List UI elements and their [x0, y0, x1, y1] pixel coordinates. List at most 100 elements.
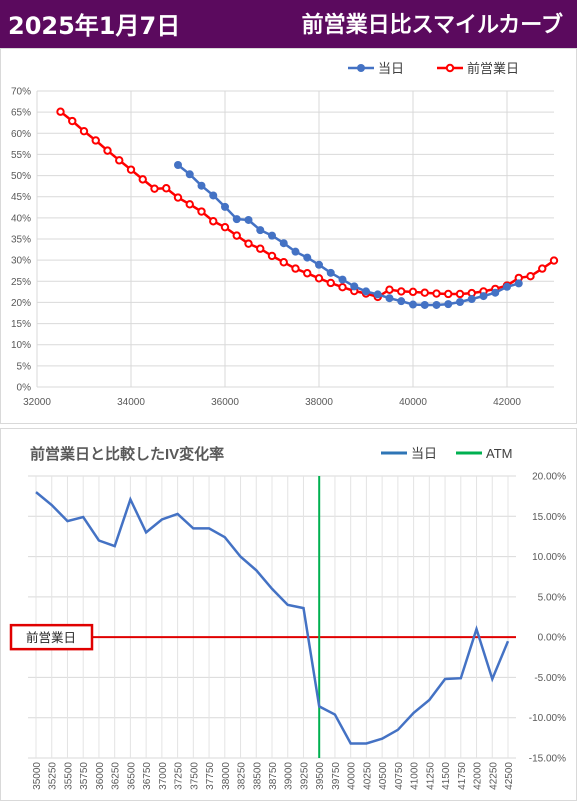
y-tick-label: 15% — [11, 319, 31, 330]
data-point — [444, 300, 453, 309]
data-point — [239, 555, 242, 558]
x-tick-label: 40750 — [394, 762, 405, 790]
x-tick-label: 38500 — [252, 762, 263, 790]
x-tick-label: 39500 — [315, 762, 326, 790]
data-point — [338, 283, 347, 292]
data-point — [138, 175, 147, 184]
data-point — [396, 728, 399, 731]
data-point — [350, 282, 359, 291]
data-point — [162, 184, 171, 193]
data-point — [286, 604, 289, 607]
data-point — [303, 269, 312, 278]
data-point — [549, 256, 559, 265]
data-point — [514, 279, 523, 288]
page-title: 前営業日比スマイルカーブ — [301, 13, 563, 38]
data-point — [338, 275, 347, 284]
y-tick-label: 10.00% — [532, 552, 566, 563]
x-tick-label: 41250 — [425, 762, 436, 790]
data-point — [318, 705, 321, 708]
data-point — [232, 231, 241, 240]
x-tick-label: 32000 — [23, 397, 51, 408]
x-tick-label: 40000 — [399, 397, 427, 408]
data-point — [208, 527, 211, 530]
data-point — [538, 264, 547, 273]
data-point — [291, 264, 300, 273]
data-point — [432, 289, 441, 298]
y-tick-label: 60% — [11, 129, 31, 140]
y-tick-label: 20.00% — [532, 472, 566, 483]
x-tick-label: 40250 — [362, 762, 373, 790]
y-tick-label: 0% — [17, 383, 32, 394]
legend-label: 当日 — [378, 61, 404, 76]
data-point — [150, 184, 159, 193]
data-point — [268, 231, 276, 240]
data-point — [303, 253, 312, 262]
x-tick-label: 40500 — [378, 762, 389, 790]
annotation-label: 前営業日 — [26, 630, 76, 645]
data-point — [491, 288, 500, 297]
data-point — [82, 516, 85, 519]
x-tick-label: 42000 — [473, 762, 484, 790]
data-point — [420, 288, 429, 297]
chart-title: 前営業日と比較したIV変化率 — [30, 445, 224, 463]
x-tick-label: 39000 — [284, 762, 295, 790]
y-tick-label: 40% — [11, 213, 31, 224]
date-title: 2025年1月7日 — [8, 12, 181, 40]
data-point — [373, 290, 382, 299]
y-tick-label: 55% — [11, 150, 31, 161]
data-point — [68, 116, 77, 126]
data-point — [459, 677, 462, 680]
data-point — [279, 239, 288, 248]
x-tick-label: 36000 — [95, 762, 106, 790]
annotation-box — [9, 623, 94, 651]
y-tick-label: 5.00% — [538, 592, 566, 603]
x-tick-label: 36500 — [126, 762, 137, 790]
smile-curve-chart: 0% 5% 10% 15% 20% 25% 30% 35% 40% 45% 50% 55% 60% 65%… — [0, 48, 577, 424]
x-tick-label: 35000 — [32, 762, 43, 790]
data-point — [397, 287, 406, 296]
x-tick-label: 42500 — [504, 762, 515, 790]
data-point — [221, 202, 229, 211]
x-tick-label: 35750 — [79, 762, 90, 790]
legend-label: ATM — [486, 446, 512, 461]
x-tick-label: 41750 — [457, 762, 468, 790]
data-point — [455, 289, 465, 299]
x-tick-label: 36000 — [211, 397, 239, 408]
data-point — [160, 518, 163, 521]
data-point — [432, 300, 441, 309]
data-point — [420, 300, 429, 309]
data-point — [267, 251, 277, 261]
x-tick-label: 37500 — [189, 762, 200, 790]
y-tick-label: 0.00% — [538, 633, 566, 644]
x-tick-label: 38250 — [237, 762, 248, 790]
x-tick-label: 37000 — [158, 762, 169, 790]
data-point — [334, 713, 337, 716]
legend-label: 当日 — [411, 446, 437, 461]
data-point — [315, 260, 323, 269]
data-point — [526, 272, 535, 281]
data-point — [145, 531, 148, 534]
data-point — [50, 504, 53, 507]
data-point — [192, 527, 195, 530]
data-point — [349, 742, 352, 745]
data-point — [176, 512, 179, 515]
data-point — [444, 289, 453, 299]
data-point — [244, 239, 253, 248]
y-tick-label: -5.00% — [534, 673, 566, 684]
iv-change-chart: 前営業日と比較したIV変化率 20.00% 15.00% 10.00% 5.00% 0.0… — [0, 428, 577, 801]
y-tick-label: 70% — [11, 87, 31, 98]
data-point — [91, 136, 100, 145]
data-point — [209, 217, 218, 226]
data-point — [507, 640, 510, 643]
data-point — [255, 569, 258, 572]
x-tick-label: 41000 — [410, 762, 421, 790]
data-point — [302, 607, 305, 610]
data-point — [197, 207, 206, 216]
data-point — [314, 274, 324, 283]
x-tick-label: 41500 — [441, 762, 452, 790]
data-point — [126, 165, 136, 174]
chart-frame — [0, 428, 577, 801]
data-point — [244, 215, 253, 224]
data-point — [412, 711, 415, 714]
data-point — [197, 181, 206, 190]
